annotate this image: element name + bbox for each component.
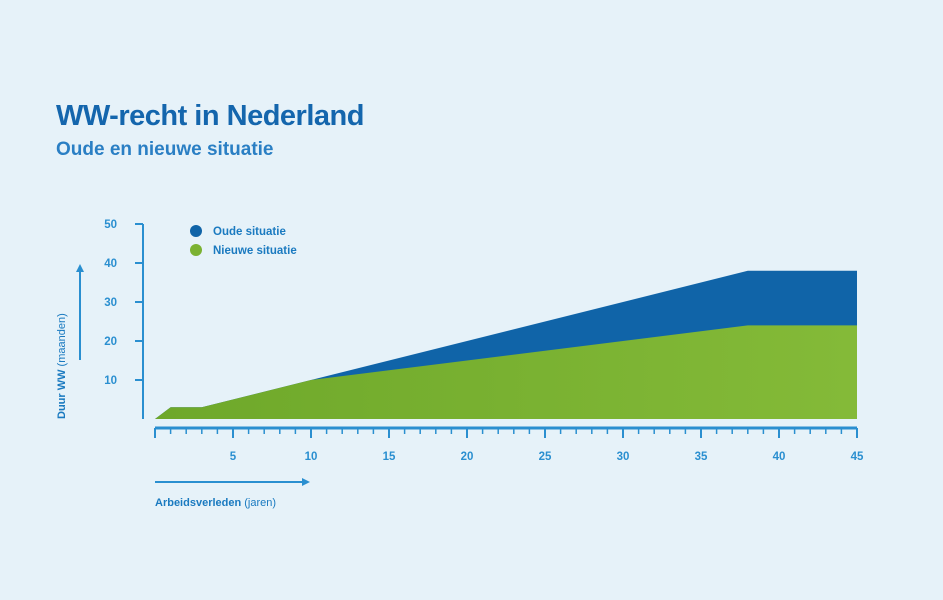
y-axis-title-unit: (maanden) — [56, 313, 68, 369]
x-tick-label: 25 — [539, 451, 552, 463]
x-tick-label: 15 — [383, 451, 396, 463]
y-axis-title: Duur WW (maanden) — [56, 313, 68, 419]
y-tick-label: 50 — [104, 219, 117, 231]
legend-label-oude-situatie: Oude situatie — [213, 226, 286, 238]
x-axis-title-unit: (jaren) — [241, 497, 276, 509]
chart-title: WW-recht in Nederland — [56, 100, 364, 132]
y-tick-label: 20 — [104, 336, 117, 348]
legend-label-nieuwe-situatie: Nieuwe situatie — [213, 245, 297, 257]
x-tick-label: 45 — [851, 451, 864, 463]
series-area-nieuwe-situatie — [155, 325, 857, 419]
y-tick-label: 40 — [104, 258, 117, 270]
x-axis-title: Arbeidsverleden (jaren) — [155, 497, 276, 509]
x-tick-label: 40 — [773, 451, 786, 463]
chart-subtitle: Oude en nieuwe situatie — [56, 139, 274, 160]
y-tick-label: 10 — [104, 375, 117, 387]
legend-swatch-oude-situatie — [190, 225, 202, 237]
x-tick-label: 5 — [230, 451, 237, 463]
x-tick-label: 35 — [695, 451, 708, 463]
y-tick-label: 30 — [104, 297, 117, 309]
x-tick-label: 30 — [617, 451, 630, 463]
legend-swatch-nieuwe-situatie — [190, 244, 202, 256]
y-axis-title-bold: Duur WW — [56, 369, 68, 419]
x-tick-label: 10 — [305, 451, 318, 463]
x-axis-title-bold: Arbeidsverleden — [155, 497, 241, 509]
x-tick-label: 20 — [461, 451, 474, 463]
